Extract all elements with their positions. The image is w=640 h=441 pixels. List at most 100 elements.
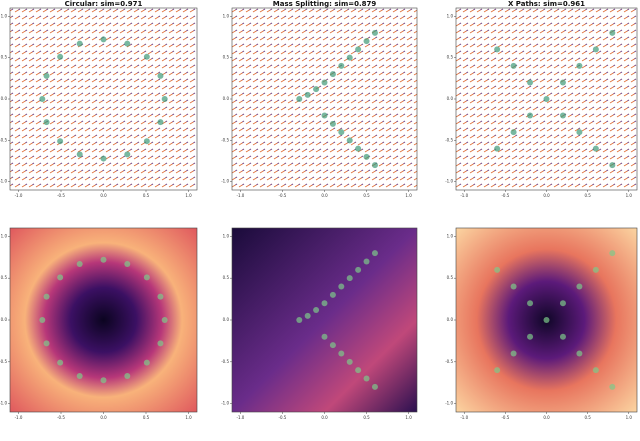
point <box>494 46 501 53</box>
y-tick-label: 1.0 <box>223 233 230 238</box>
y-tick-label: 0.5 <box>447 55 454 60</box>
point <box>559 300 566 307</box>
y-tick-label: -1.0 <box>445 401 453 406</box>
point <box>355 46 362 53</box>
x-tick-label: 0.0 <box>100 193 107 198</box>
x-tick-label: 1.0 <box>626 193 633 198</box>
y-tick-label: -1.0 <box>221 401 229 406</box>
y-tick-label: -0.5 <box>221 137 229 142</box>
point <box>321 333 328 340</box>
x-tick-label: 1.0 <box>405 193 412 198</box>
point <box>329 120 336 127</box>
y-tick-label: 0.5 <box>223 275 230 280</box>
point <box>527 79 534 86</box>
point <box>76 373 83 380</box>
x-tick-label: -0.5 <box>279 193 287 198</box>
point <box>527 300 534 307</box>
point <box>143 359 150 366</box>
x-tick-label: -1.0 <box>460 415 468 420</box>
y-tick-label: -0.5 <box>445 359 453 364</box>
x-tick-label: 0.5 <box>363 193 370 198</box>
point <box>510 283 517 290</box>
point <box>338 350 345 357</box>
point <box>363 153 370 160</box>
point <box>543 96 550 102</box>
point <box>338 62 345 69</box>
y-tick-label: 0.5 <box>447 275 454 280</box>
point <box>346 54 353 61</box>
point <box>157 293 164 300</box>
point <box>329 291 336 298</box>
point <box>124 373 131 380</box>
y-tick-label: 0.0 <box>223 96 230 101</box>
point <box>157 340 164 347</box>
point <box>124 40 131 47</box>
x-tick-label: 0.5 <box>363 415 370 420</box>
point <box>143 274 150 281</box>
chart-title: Mass Splitting: sim=0.879 <box>273 0 377 8</box>
point <box>527 112 534 119</box>
y-tick-label: 0.0 <box>1 317 8 322</box>
y-tick-label: -1.0 <box>221 179 229 184</box>
point <box>338 283 345 290</box>
point <box>57 138 64 145</box>
y-tick-label: 0.0 <box>1 96 8 101</box>
vector-field <box>10 8 197 190</box>
x-tick-label: 0.0 <box>321 415 328 420</box>
point <box>157 119 164 126</box>
chart-title: Circular: sim=0.971 <box>65 0 143 8</box>
point <box>576 283 583 290</box>
point <box>161 317 168 323</box>
y-tick-label: -1.0 <box>445 179 453 184</box>
x-tick-label: -1.0 <box>15 193 23 198</box>
point <box>363 258 370 265</box>
point <box>304 91 311 98</box>
x-tick-label: 0.5 <box>143 415 150 420</box>
x-tick-label: 1.0 <box>405 415 412 420</box>
point <box>346 275 353 282</box>
point <box>609 383 616 390</box>
vector-field <box>232 8 417 190</box>
point <box>494 145 501 152</box>
point <box>100 377 107 384</box>
x-tick-label: 0.0 <box>100 415 107 420</box>
point <box>363 38 370 45</box>
y-tick-label: -0.5 <box>0 137 7 142</box>
x-tick-label: -1.0 <box>460 193 468 198</box>
point <box>313 306 320 313</box>
point <box>371 29 378 36</box>
point <box>576 129 583 136</box>
point <box>57 359 64 366</box>
heatmap <box>10 228 197 412</box>
point <box>559 79 566 86</box>
point <box>592 46 599 53</box>
y-tick-label: -0.5 <box>0 359 7 364</box>
point <box>559 112 566 119</box>
point <box>609 162 616 169</box>
point <box>57 53 64 60</box>
point <box>329 71 336 78</box>
point <box>510 350 517 357</box>
heatmap <box>232 228 417 412</box>
point <box>609 250 616 257</box>
point <box>576 62 583 69</box>
point <box>143 138 150 145</box>
point <box>559 333 566 340</box>
point <box>592 266 599 273</box>
point <box>157 72 164 79</box>
y-tick-label: 1.0 <box>1 233 8 238</box>
x-tick-label: -0.5 <box>501 415 509 420</box>
x-tick-label: -0.5 <box>57 415 65 420</box>
y-tick-label: 1.0 <box>223 13 230 18</box>
x-tick-label: -0.5 <box>501 193 509 198</box>
point <box>304 312 311 319</box>
point <box>43 72 50 79</box>
point <box>76 151 83 158</box>
point <box>363 375 370 382</box>
x-tick-label: -1.0 <box>237 193 245 198</box>
point <box>355 266 362 273</box>
point <box>510 129 517 136</box>
point <box>371 162 378 169</box>
point <box>329 342 336 349</box>
point <box>100 256 107 263</box>
